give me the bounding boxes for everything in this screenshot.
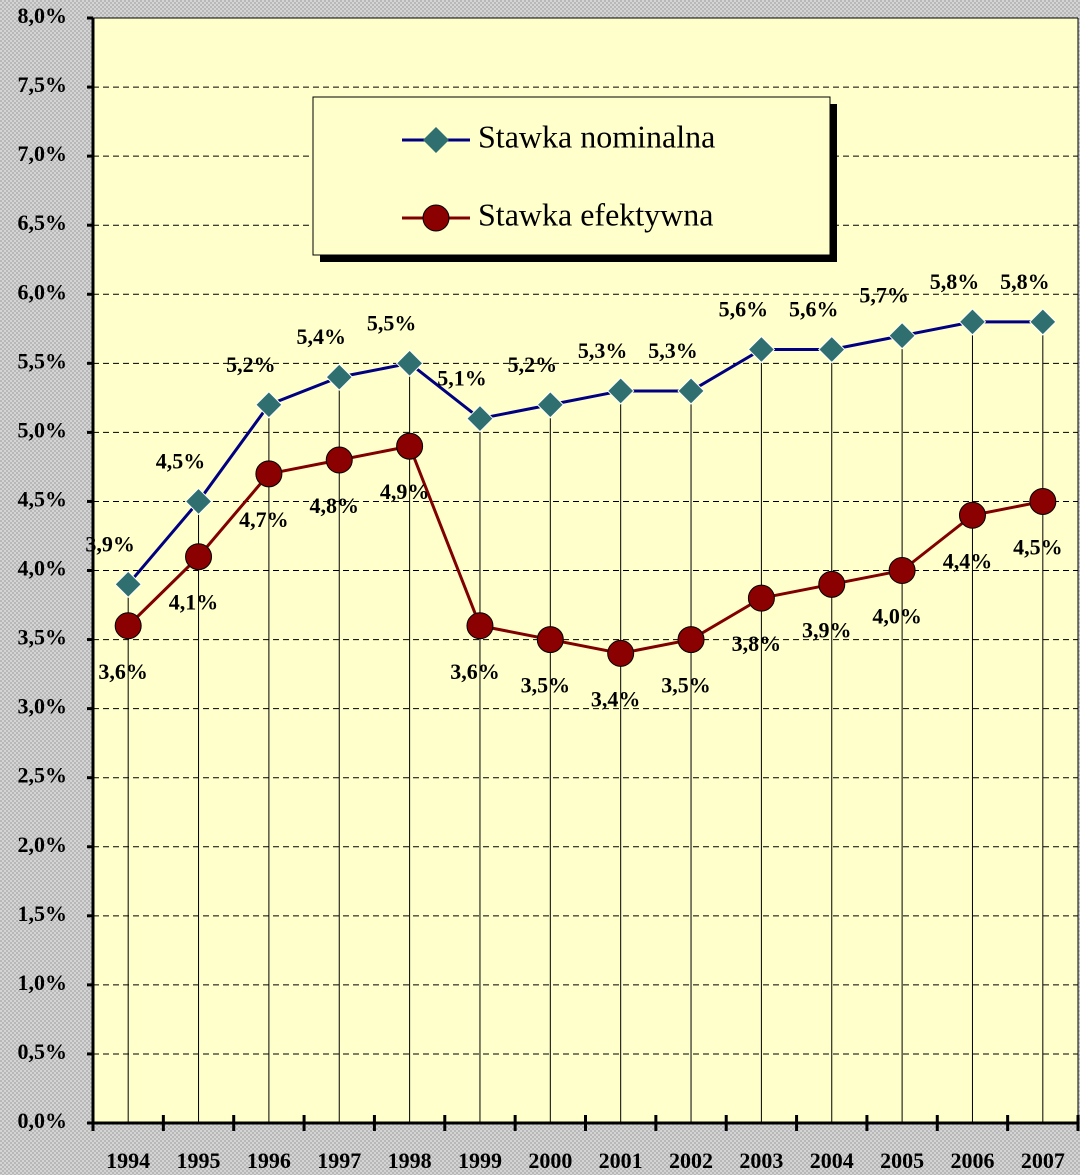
marker <box>747 584 775 612</box>
marker <box>606 377 635 405</box>
y-tick-label: 5,0% <box>18 417 68 442</box>
data-label: 5,8% <box>1000 269 1050 294</box>
line <box>127 320 1043 586</box>
y-tick-label: 2,5% <box>18 763 68 788</box>
y-tick-label: 3,5% <box>18 625 68 650</box>
data-label: 3,5% <box>661 673 711 698</box>
marker <box>184 487 213 516</box>
marker <box>818 570 846 598</box>
y-tick-label: 2,0% <box>18 832 68 857</box>
data-label: 3,9% <box>85 531 135 556</box>
data-label: 5,3% <box>648 338 698 363</box>
marker <box>888 321 916 350</box>
x-tick-label: 2000 <box>528 1148 572 1173</box>
marker <box>536 391 565 419</box>
data-label: 3,6% <box>98 659 148 684</box>
x-tick-label: 2007 <box>1021 1148 1065 1173</box>
x-tick-label: 2002 <box>669 1148 713 1173</box>
x-tick-label: 2006 <box>950 1148 994 1173</box>
data-label: 4,4% <box>943 548 993 573</box>
x-tick-label: 1994 <box>106 1148 150 1173</box>
marker <box>325 363 353 391</box>
data-label: 5,6% <box>789 297 839 322</box>
y-tick-label: 8,0% <box>18 3 68 28</box>
marker <box>395 349 424 378</box>
data-label: 4,0% <box>872 604 922 629</box>
data-label: 4,8% <box>310 493 360 518</box>
data-label: 5,2% <box>508 352 558 377</box>
marker <box>466 404 494 433</box>
y-tick-label: 4,0% <box>18 556 68 581</box>
marker <box>114 612 142 640</box>
y-tick-label: 6,0% <box>18 279 68 304</box>
marker <box>255 460 283 488</box>
y-tick-label: 7,5% <box>18 72 68 97</box>
data-label: 3,4% <box>591 686 641 711</box>
y-tick-label: 7,0% <box>18 141 68 166</box>
x-tick-label: 2001 <box>599 1148 643 1173</box>
data-label: 3,8% <box>732 631 782 656</box>
marker <box>818 335 846 364</box>
legend-marker <box>423 127 449 153</box>
y-tick-label: 0,5% <box>18 1039 68 1064</box>
marker <box>1029 308 1057 336</box>
y-tick-label: 3,0% <box>18 694 68 719</box>
marker <box>1029 487 1057 515</box>
data-label: 3,6% <box>450 659 500 684</box>
x-tick-label: 1999 <box>458 1148 502 1173</box>
data-label: 5,4% <box>297 324 347 349</box>
marker <box>677 626 705 654</box>
data-label: 4,9% <box>380 479 430 504</box>
data-label: 5,3% <box>578 338 628 363</box>
data-label: 5,1% <box>437 366 487 391</box>
marker <box>466 612 494 640</box>
marker <box>185 543 213 571</box>
marker <box>536 626 564 654</box>
y-tick-label: 6,5% <box>18 210 68 235</box>
data-label: 4,1% <box>169 590 219 615</box>
data-label: 4,5% <box>1013 534 1063 559</box>
data-label: 5,7% <box>859 283 909 308</box>
marker <box>255 391 283 419</box>
data-label: 5,6% <box>719 297 769 322</box>
x-tick-label: 2003 <box>739 1148 783 1173</box>
y-tick-label: 5,5% <box>18 348 68 373</box>
y-tick-label: 1,5% <box>18 901 68 926</box>
data-label: 5,2% <box>226 352 276 377</box>
data-label: 4,5% <box>156 448 206 473</box>
data-label: 5,8% <box>930 269 980 294</box>
x-tick-label: 1997 <box>317 1148 361 1173</box>
x-tick-label: 2005 <box>880 1148 924 1173</box>
x-tick-label: 1996 <box>247 1148 291 1173</box>
y-tick-label: 0,0% <box>18 1108 68 1133</box>
data-label: 3,5% <box>521 673 571 698</box>
legend-label: Stawka nominalna <box>478 118 715 154</box>
marker <box>325 446 353 474</box>
y-tick-label: 1,0% <box>18 970 68 995</box>
marker <box>607 639 635 667</box>
marker <box>677 377 705 405</box>
data-label: 5,5% <box>367 310 417 335</box>
y-tick-label: 4,5% <box>18 486 68 511</box>
marker <box>958 308 987 336</box>
marker <box>888 557 916 584</box>
x-tick-label: 1998 <box>388 1148 432 1173</box>
marker <box>396 432 424 460</box>
legend <box>312 96 831 256</box>
legend-label: Stawka efektywna <box>478 196 713 232</box>
data-label: 3,9% <box>802 617 852 642</box>
x-tick-label: 1995 <box>177 1148 221 1173</box>
marker <box>958 501 986 529</box>
legend-marker <box>422 204 450 232</box>
data-label: 4,7% <box>239 507 289 532</box>
x-tick-label: 2004 <box>810 1148 854 1173</box>
marker <box>114 570 142 599</box>
marker <box>747 335 776 364</box>
